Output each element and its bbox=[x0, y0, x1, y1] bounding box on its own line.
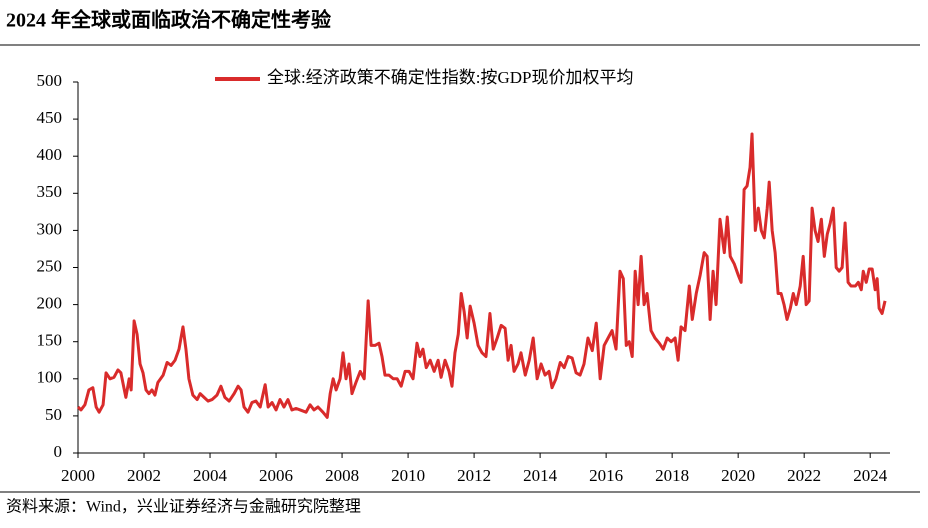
chart-title: 2024 年全球或面临政治不确定性考验 bbox=[6, 8, 331, 32]
y-tick-label: 450 bbox=[37, 108, 63, 127]
x-tick-label: 2020 bbox=[721, 466, 755, 485]
y-tick-label: 200 bbox=[37, 294, 63, 313]
y-tick-label: 350 bbox=[37, 182, 63, 201]
y-tick-label: 150 bbox=[37, 331, 63, 350]
x-tick-label: 2010 bbox=[391, 466, 425, 485]
x-tick-label: 2006 bbox=[259, 466, 293, 485]
x-tick-label: 2018 bbox=[655, 466, 689, 485]
legend-label: 全球:经济政策不确定性指数:按GDP现价加权平均 bbox=[267, 68, 633, 87]
x-tick-label: 2002 bbox=[127, 466, 161, 485]
x-tick-label: 2012 bbox=[457, 466, 491, 485]
y-tick-label: 300 bbox=[37, 219, 63, 238]
x-tick-label: 2000 bbox=[61, 466, 95, 485]
x-tick-label: 2016 bbox=[589, 466, 623, 485]
y-tick-label: 400 bbox=[37, 145, 63, 164]
source-note: 资料来源：Wind，兴业证券经济与金融研究院整理 bbox=[6, 498, 361, 516]
y-tick-label: 0 bbox=[54, 442, 63, 461]
data-line bbox=[76, 132, 887, 419]
x-tick-label: 2014 bbox=[523, 466, 558, 485]
y-tick-label: 500 bbox=[37, 71, 63, 90]
x-tick-label: 2004 bbox=[193, 466, 228, 485]
y-tick-label: 250 bbox=[37, 256, 63, 275]
x-tick-label: 2024 bbox=[853, 466, 888, 485]
y-tick-label: 50 bbox=[45, 405, 62, 424]
x-tick-label: 2008 bbox=[325, 466, 359, 485]
y-tick-label: 100 bbox=[37, 368, 63, 387]
x-tick-label: 2022 bbox=[787, 466, 821, 485]
